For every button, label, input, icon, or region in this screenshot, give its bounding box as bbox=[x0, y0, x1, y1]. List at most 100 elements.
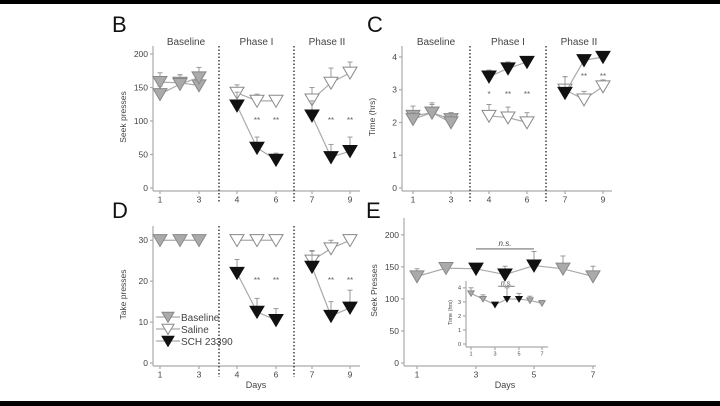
panel-c-significance: ** bbox=[524, 90, 530, 99]
panel-e-y-tick-label: 100 bbox=[385, 294, 399, 304]
panel-b-marker-saline bbox=[304, 93, 320, 107]
panel-d-marker-sch-23390 bbox=[249, 305, 265, 320]
panel-e-inset-ns-label: n.s. bbox=[501, 280, 512, 287]
panel-b-marker-saline bbox=[323, 76, 339, 91]
panel-b-significance: ** bbox=[328, 116, 334, 125]
panel-b-significance: ** bbox=[347, 116, 353, 125]
panel-c-letter: C bbox=[367, 12, 383, 37]
panel-d-significance: ** bbox=[273, 276, 279, 285]
panel-c-y-tick-label: 4 bbox=[392, 52, 397, 62]
panel-e-y-tick-label: 0 bbox=[394, 358, 399, 368]
panel-e-x-axis-label: Days bbox=[495, 380, 516, 390]
panel-d-y-tick-label: 30 bbox=[139, 235, 149, 245]
panel-c-phase-label: Baseline bbox=[417, 37, 456, 48]
panel-b-x-tick-label: 4 bbox=[235, 195, 240, 205]
panel-d-y-tick-label: 10 bbox=[139, 317, 149, 327]
panel-b-marker-baseline bbox=[152, 88, 168, 102]
panel-e-inset-x-tick-label: 5 bbox=[517, 352, 520, 358]
panel-e-inset-marker-time bbox=[537, 300, 547, 308]
panel-c-phase-label: Phase II bbox=[561, 37, 598, 48]
panel-e-x-tick-label: 7 bbox=[591, 370, 596, 380]
panel-d-x-tick-label: 9 bbox=[348, 370, 353, 380]
panel-c-marker-baseline bbox=[405, 113, 421, 127]
panel-c-marker-sch-23390 bbox=[519, 55, 535, 70]
panel-b-y-tick-label: 200 bbox=[134, 49, 148, 59]
panel-e-marker-seek bbox=[409, 270, 425, 284]
panel-c-y-tick-label: 0 bbox=[392, 183, 397, 193]
panel-e-inset-y-tick-label: 2 bbox=[458, 314, 461, 320]
panel-b-marker-baseline bbox=[191, 71, 207, 85]
panel-c-x-tick-label: 1 bbox=[411, 195, 416, 205]
panel-c-phase-label: Phase I bbox=[491, 37, 525, 48]
panel-e-inset-y-tick-label: 3 bbox=[458, 300, 461, 306]
panel-b-phase-label: Phase I bbox=[240, 37, 274, 48]
panel-d-marker-sch-23390 bbox=[342, 301, 358, 316]
panel-c-marker-sch-23390 bbox=[576, 54, 592, 68]
panel-d-legend-label: SCH 23390 bbox=[181, 337, 233, 348]
panel-d-x-tick-label: 6 bbox=[274, 370, 279, 380]
panel-c-marker-sch-23390 bbox=[500, 62, 516, 76]
panel-b-marker-sch-23390 bbox=[304, 109, 320, 123]
panel-c-marker-saline bbox=[481, 109, 497, 124]
panel-e-inset-y-tick-label: 4 bbox=[458, 286, 461, 292]
panel-b-marker-baseline bbox=[172, 78, 188, 92]
panel-e-inset-marker-time bbox=[502, 295, 512, 303]
panel-d-marker-sch-23390 bbox=[323, 309, 339, 324]
panel-c-marker-sch-23390 bbox=[481, 70, 497, 84]
panel-e-inset-marker-time bbox=[466, 290, 476, 298]
panel-b-significance: ** bbox=[254, 116, 260, 125]
panel-d-legend-label: Saline bbox=[181, 325, 209, 336]
panel-c-marker-saline bbox=[519, 116, 535, 130]
panel-e-letter: E bbox=[366, 198, 381, 223]
panel-d-significance: ** bbox=[328, 276, 334, 285]
panel-e-y-tick-label: 150 bbox=[385, 262, 399, 272]
panel-b-y-tick-label: 50 bbox=[139, 149, 149, 159]
panel-b-x-tick-label: 6 bbox=[274, 195, 279, 205]
panel-b-phase-label: Baseline bbox=[167, 37, 206, 48]
panel-d-marker-saline bbox=[249, 234, 265, 248]
panel-c-significance: * bbox=[487, 90, 490, 99]
panel-e-inset-marker-time bbox=[490, 301, 500, 309]
panel-d-marker-saline bbox=[268, 234, 284, 248]
panel-d-x-axis-label: Days bbox=[246, 380, 267, 390]
panel-b-x-tick-label: 3 bbox=[197, 195, 202, 205]
panel-e-inset-marker-time bbox=[478, 295, 488, 303]
panel-d-significance: ** bbox=[254, 276, 260, 285]
panel-e-inset-marker-time bbox=[514, 295, 524, 303]
panel-b-marker-saline bbox=[268, 94, 284, 109]
panel-c-marker-sch-23390 bbox=[595, 50, 611, 65]
panel-b-x-tick-label: 1 bbox=[158, 195, 163, 205]
panel-b-y-axis-label: Seek presses bbox=[118, 91, 128, 143]
panel-e-inset-marker-time bbox=[525, 297, 535, 305]
panel-b-y-tick-label: 150 bbox=[134, 82, 148, 92]
panel-c-marker-baseline bbox=[443, 116, 459, 130]
panel-b-phase-label: Phase II bbox=[309, 37, 346, 48]
panel-e-y-tick-label: 200 bbox=[385, 230, 399, 240]
panel-e-inset-x-tick-label: 3 bbox=[493, 352, 496, 358]
panel-c-marker-baseline bbox=[424, 106, 440, 120]
panel-b-significance: ** bbox=[273, 116, 279, 125]
panel-e-inset-y-axis-label: Time (hrs) bbox=[448, 300, 454, 325]
panel-d-marker-saline bbox=[342, 234, 358, 248]
panel-d-y-axis-label: Take presses bbox=[118, 269, 128, 319]
panel-b-marker-saline bbox=[249, 94, 265, 109]
panel-e-marker-seek bbox=[585, 270, 601, 284]
panel-c-significance: ** bbox=[600, 72, 606, 81]
panel-d-letter: D bbox=[112, 198, 128, 223]
panel-e-x-tick-label: 3 bbox=[474, 370, 479, 380]
panel-d-y-tick-label: 0 bbox=[143, 358, 148, 368]
panel-d-y-tick-label: 20 bbox=[139, 276, 149, 286]
panel-c-significance: ** bbox=[505, 90, 511, 99]
panel-d-marker-baseline bbox=[172, 234, 188, 248]
panel-d-legend-marker bbox=[161, 311, 175, 324]
panel-c-x-tick-label: 4 bbox=[487, 195, 492, 205]
panel-e-marker-seek bbox=[438, 262, 454, 276]
panel-b-x-tick-label: 9 bbox=[348, 195, 353, 205]
panel-d-legend-marker bbox=[161, 335, 175, 348]
panel-d-x-tick-label: 4 bbox=[235, 370, 240, 380]
panel-e-inset-x-tick-label: 1 bbox=[469, 352, 472, 358]
panel-e-marker-seek bbox=[555, 262, 571, 277]
panel-d-marker-baseline bbox=[191, 234, 207, 248]
panel-d-marker-sch-23390 bbox=[229, 266, 245, 281]
